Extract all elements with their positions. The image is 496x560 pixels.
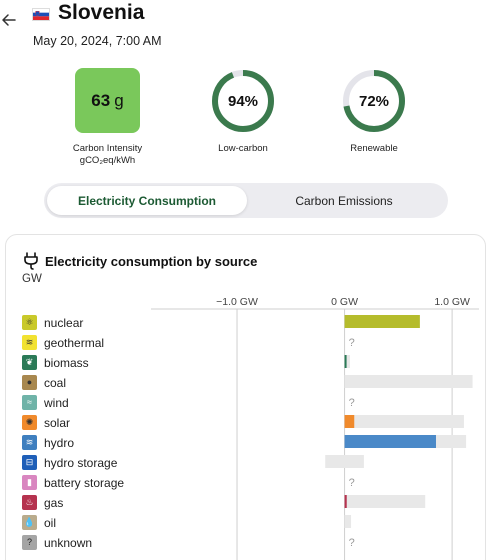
panel-unit: GW xyxy=(22,273,42,285)
biomass-capacity-bar xyxy=(344,355,350,368)
source-row-geothermal[interactable]: ≋ geothermal xyxy=(22,333,482,353)
oil-capacity-bar xyxy=(344,515,352,528)
source-label: wind xyxy=(44,396,69,410)
carbon-intensity-label: Carbon Intensity gCO₂eq/kWh xyxy=(52,143,163,167)
hydro-bar[interactable] xyxy=(344,435,436,448)
zone-title: Slovenia xyxy=(58,1,145,24)
hydro-storage-capacity-bar xyxy=(325,455,364,468)
source-label: biomass xyxy=(44,356,89,370)
source-label: unknown xyxy=(44,536,93,550)
source-row-oil[interactable]: 💧 oil xyxy=(22,513,482,533)
consumption-panel: Electricity consumption by source GW −1.… xyxy=(5,234,486,560)
low-carbon-value: 94% xyxy=(227,92,259,110)
source-label: gas xyxy=(44,496,64,510)
tab-carbon-emissions[interactable]: Carbon Emissions xyxy=(295,193,393,208)
carbon-intensity-unit: g xyxy=(114,90,124,110)
source-label: battery storage xyxy=(44,476,125,490)
carbon-intensity-label-line1: Carbon Intensity xyxy=(72,143,143,154)
coal-capacity-bar xyxy=(344,375,473,388)
x-tick-label: 0 GW xyxy=(331,296,358,308)
source-row-coal[interactable]: ● coal xyxy=(22,373,482,393)
unknown-icon: ? xyxy=(22,535,37,550)
x-tick-label: −1.0 GW xyxy=(216,296,258,308)
renewable-gauge-arc xyxy=(343,70,405,132)
slovenia-flag-icon xyxy=(32,8,50,21)
wind-missing-marker: ? xyxy=(349,397,355,409)
low-carbon-gauge-arc xyxy=(212,70,274,132)
source-row-wind[interactable]: ≈ wind xyxy=(22,393,482,413)
source-row-biomass[interactable]: ❦ biomass xyxy=(22,353,482,373)
gas-icon: ♨ xyxy=(22,495,37,510)
panel-title: Electricity consumption by source xyxy=(45,254,258,269)
gas-capacity-bar xyxy=(344,495,426,508)
mode-toggle: Electricity Consumption Carbon Emissions xyxy=(44,183,448,218)
source-label: nuclear xyxy=(44,316,84,330)
source-label: oil xyxy=(44,516,57,530)
oil-icon: 💧 xyxy=(22,515,37,530)
source-label: coal xyxy=(44,376,67,390)
source-row-solar[interactable]: ✺ solar xyxy=(22,413,482,433)
carbon-intensity-value: 63 xyxy=(91,90,111,110)
renewable-gauge xyxy=(343,70,405,132)
carbon-intensity-badge: 63 g xyxy=(75,68,140,133)
wind-icon: ≈ xyxy=(22,395,37,410)
nuclear-bar[interactable] xyxy=(344,315,420,328)
hydro-storage-icon: ⊟ xyxy=(22,455,37,470)
source-label: solar xyxy=(44,416,71,430)
biomass-icon: ❦ xyxy=(22,355,37,370)
biomass-bar[interactable] xyxy=(344,355,347,368)
x-tick-label: 1.0 GW xyxy=(434,296,470,308)
gas-bar[interactable] xyxy=(344,495,347,508)
back-arrow-icon[interactable] xyxy=(0,11,18,29)
battery-storage-icon: ▮ xyxy=(22,475,37,490)
source-label: hydro xyxy=(44,436,75,450)
tab-electricity-consumption[interactable]: Electricity Consumption xyxy=(47,186,247,215)
plug-icon xyxy=(24,252,38,270)
low-carbon-label: Low-carbon xyxy=(218,143,268,154)
battery-storage-missing-marker: ? xyxy=(349,477,355,489)
source-row-gas[interactable]: ♨ gas xyxy=(22,493,482,513)
nuclear-icon: ⚛ xyxy=(22,315,37,330)
renewable-label: Renewable xyxy=(350,143,398,154)
solar-capacity-bar xyxy=(344,415,464,428)
solar-bar[interactable] xyxy=(344,415,355,428)
coal-icon: ● xyxy=(22,375,37,390)
solar-icon: ✺ xyxy=(22,415,37,430)
source-row-unknown[interactable]: ? unknown xyxy=(22,533,482,553)
source-row-hydro-storage[interactable]: ⊟ hydro storage xyxy=(22,453,482,473)
source-row-hydro[interactable]: ≋ hydro xyxy=(22,433,482,453)
geothermal-icon: ≋ xyxy=(22,335,37,350)
carbon-intensity-label-line2: gCO₂eq/kWh xyxy=(79,155,136,166)
geothermal-missing-marker: ? xyxy=(349,337,355,349)
datetime-label: May 20, 2024, 7:00 AM xyxy=(33,34,162,48)
source-row-battery-storage[interactable]: ▮ battery storage xyxy=(22,473,482,493)
source-row-nuclear[interactable]: ⚛ nuclear xyxy=(22,313,482,333)
consumption-chart: −1.0 GW 0 GW 1.0 GW???? xyxy=(151,296,479,560)
source-label: geothermal xyxy=(44,336,105,350)
hydro-icon: ≋ xyxy=(22,435,37,450)
low-carbon-gauge xyxy=(212,70,274,132)
renewable-value: 72% xyxy=(358,92,390,110)
source-label: hydro storage xyxy=(44,456,118,470)
unknown-missing-marker: ? xyxy=(349,537,355,549)
